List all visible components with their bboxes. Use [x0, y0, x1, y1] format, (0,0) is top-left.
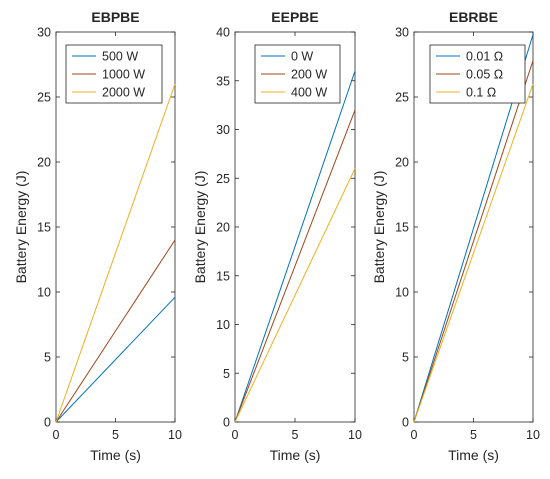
- y-tick-label: 0: [402, 416, 409, 430]
- y-tick-label: 10: [395, 286, 409, 300]
- subplot-2: 0 5 10 15 20 25 30 35 40 0 5 10 EEPBE Time (s) Battery…: [192, 9, 362, 463]
- y-tick-label: 30: [395, 26, 409, 40]
- y-tick-label: 30: [37, 26, 51, 40]
- x-tick-label: 5: [292, 428, 299, 442]
- legend-entry-2: 0.05 Ω: [466, 68, 503, 82]
- y-tick-label: 35: [216, 74, 230, 88]
- series-line-3: [55, 83, 176, 423]
- subplot-1: 0 5 10 15 20 25 30 0 5 10 EBPBE Time (s) Battery Ene…: [13, 9, 182, 463]
- y-tick-label: 15: [37, 221, 51, 235]
- y-tick-label: 5: [44, 351, 51, 365]
- legend: 0.01 Ω 0.05 Ω 0.1 Ω: [429, 44, 526, 104]
- legend-entry-2: 1000 W: [102, 68, 145, 82]
- x-tick-label: 0: [53, 428, 60, 442]
- x-tick-label: 10: [526, 428, 540, 442]
- y-tick-label: 5: [223, 367, 230, 381]
- x-tick-label: 10: [348, 428, 362, 442]
- chart-title: EBRBE: [449, 9, 498, 25]
- series-line-1: [234, 70, 356, 423]
- chart-title: EBPBE: [91, 9, 139, 25]
- y-tick-label: 20: [37, 156, 51, 170]
- y-tick-label: 25: [395, 91, 409, 105]
- legend: 0 W 200 W 400 W: [254, 44, 341, 104]
- x-axis-label: Time (s): [270, 447, 321, 463]
- y-tick-label: 15: [216, 269, 230, 283]
- y-tick-label: 10: [216, 318, 230, 332]
- y-tick-label: 15: [395, 221, 409, 235]
- y-tick-label: 25: [216, 172, 230, 186]
- y-tick-label: 0: [44, 416, 51, 430]
- y-axis-label: Battery Energy (J): [192, 171, 208, 284]
- series-line-3: [413, 83, 534, 423]
- y-tick-label: 5: [402, 351, 409, 365]
- legend-entry-1: 0.01 Ω: [466, 50, 503, 64]
- legend-entry-3: 400 W: [291, 86, 327, 100]
- y-tick-label: 20: [395, 156, 409, 170]
- x-tick-label: 0: [232, 428, 239, 442]
- legend-entry-3: 0.1 Ω: [466, 86, 496, 100]
- x-tick-label: 5: [112, 428, 119, 442]
- series-line-2: [55, 239, 176, 423]
- subplot-3: 0 5 10 15 20 25 30 0 5 10 EBRBE Time (s) Battery Ene…: [371, 9, 540, 463]
- x-axis-label: Time (s): [448, 447, 499, 463]
- series-line-1: [55, 296, 176, 423]
- y-tick-label: 30: [216, 123, 230, 137]
- series-line-2: [234, 109, 356, 423]
- legend: 500 W 1000 W 2000 W: [65, 44, 163, 104]
- legend-entry-1: 0 W: [291, 50, 313, 64]
- y-tick-label: 40: [216, 26, 230, 40]
- y-tick-label: 25: [37, 91, 51, 105]
- x-tick-label: 10: [168, 428, 182, 442]
- legend-entry-3: 2000 W: [102, 86, 145, 100]
- series-line-3: [234, 168, 356, 423]
- series-line-2: [413, 60, 534, 423]
- x-tick-label: 0: [411, 428, 418, 442]
- legend-entry-2: 200 W: [291, 68, 327, 82]
- y-tick-label: 20: [216, 221, 230, 235]
- y-tick-label: 0: [223, 416, 230, 430]
- x-axis-label: Time (s): [90, 447, 141, 463]
- y-tick-label: 10: [37, 286, 51, 300]
- legend-entry-1: 500 W: [102, 50, 138, 64]
- y-axis-label: Battery Energy (J): [13, 171, 29, 284]
- legend-box: [65, 44, 163, 104]
- x-tick-label: 5: [470, 428, 477, 442]
- chart-title: EEPBE: [271, 9, 318, 25]
- y-axis-label: Battery Energy (J): [371, 171, 387, 284]
